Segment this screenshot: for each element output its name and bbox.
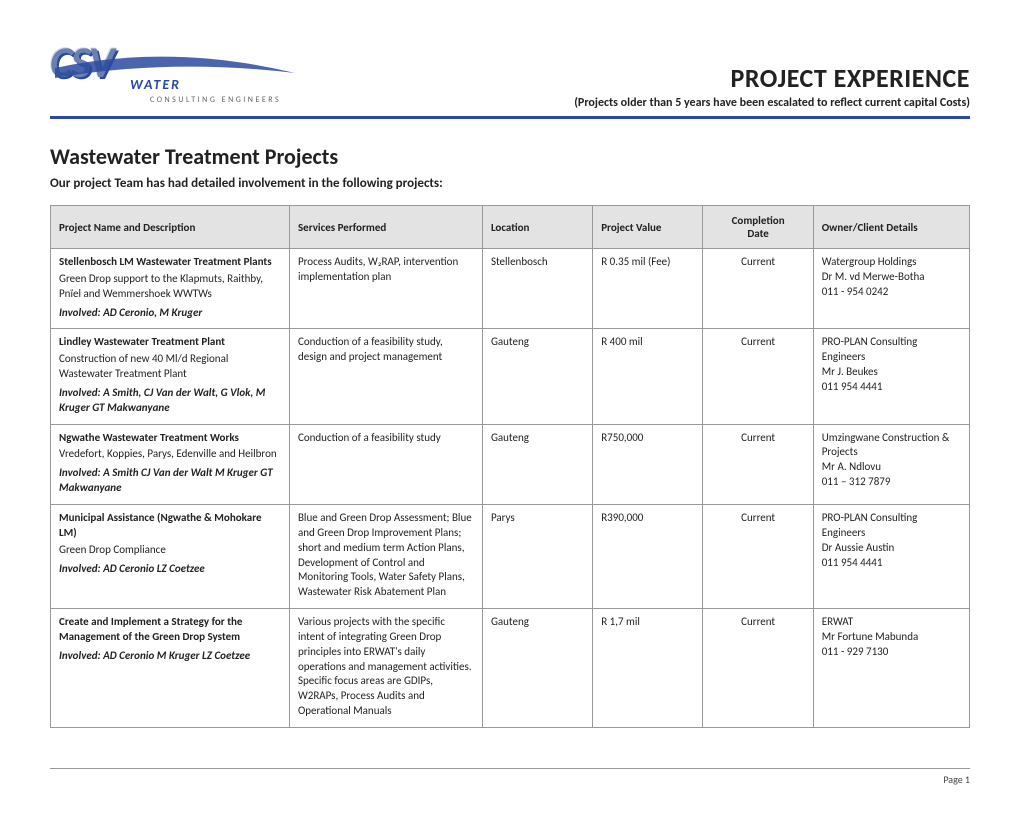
owner-phone: 011 – 312 7879: [822, 475, 961, 490]
col-location: Location: [482, 206, 592, 249]
title-block: PROJECT EXPERIENCE (Projects older than …: [574, 62, 970, 110]
cell-completion: Current: [703, 609, 813, 728]
project-description: Vredefort, Koppies, Parys, Edenville and…: [59, 447, 281, 462]
cell-completion: Current: [703, 424, 813, 504]
page-subtitle: (Projects older than 5 years have been e…: [574, 96, 970, 110]
cell-project: Municipal Assistance (Ngwathe & Mohokare…: [51, 504, 290, 608]
table-row: Ngwathe Wastewater Treatment WorksVredef…: [51, 424, 970, 504]
owner-person: Mr A. Ndlovu: [822, 460, 961, 475]
project-name: Stellenbosch LM Wastewater Treatment Pla…: [59, 255, 281, 270]
project-name: Municipal Assistance (Ngwathe & Mohokare…: [59, 511, 281, 541]
project-name: Lindley Wastewater Treatment Plant: [59, 335, 281, 350]
cell-value: R 0.35 mil (Fee): [593, 249, 703, 329]
owner-phone: 011 954 4441: [822, 556, 961, 571]
col-completion: Completion Date: [703, 206, 813, 249]
cell-project: Lindley Wastewater Treatment Plant Constr…: [51, 329, 290, 424]
cell-owner: PRO-PLAN Consulting EngineersDr Aussie A…: [813, 504, 969, 608]
cell-value: R750,000: [593, 424, 703, 504]
section-title: Wastewater Treatment Projects: [50, 143, 970, 170]
table-row: Lindley Wastewater Treatment Plant Constr…: [51, 329, 970, 424]
cell-value: R390,000: [593, 504, 703, 608]
owner-phone: 011 954 4441: [822, 380, 961, 395]
owner-org: Watergroup Holdings: [822, 255, 961, 270]
col-project: Project Name and Description: [51, 206, 290, 249]
project-name: Create and Implement a Strategy for the …: [59, 615, 281, 645]
col-owner: Owner/Client Details: [813, 206, 969, 249]
cell-completion: Current: [703, 249, 813, 329]
project-description: Green Drop Compliance: [59, 543, 281, 558]
project-involved: Involved: AD Ceronio, M Kruger: [59, 306, 281, 321]
cell-location: Gauteng: [482, 609, 592, 728]
cell-value: R 1,7 mil: [593, 609, 703, 728]
cell-location: Gauteng: [482, 424, 592, 504]
cell-value: R 400 mil: [593, 329, 703, 424]
col-services: Services Performed: [289, 206, 482, 249]
company-logo: CSV WATER CONSULTING ENGINEERS: [50, 40, 290, 110]
owner-org: Umzingwane Construction & Projects: [822, 431, 961, 461]
cell-services: Blue and Green Drop Assessment; Blue and…: [289, 504, 482, 608]
col-completion-l2: Date: [747, 227, 768, 240]
cell-services: Various projects with the specific inten…: [289, 609, 482, 728]
cell-project: Ngwathe Wastewater Treatment WorksVredef…: [51, 424, 290, 504]
project-involved: Involved: AD Ceronio LZ Coetzee: [59, 562, 281, 577]
project-description: Construction of new 40 Ml/d Regional Was…: [59, 352, 281, 382]
col-completion-l1: Completion: [732, 214, 785, 227]
owner-phone: 011 - 929 7130: [822, 645, 961, 660]
cell-completion: Current: [703, 504, 813, 608]
projects-table: Project Name and Description Services Pe…: [50, 205, 970, 728]
cell-owner: Watergroup HoldingsDr M. vd Merwe-Botha0…: [813, 249, 969, 329]
logo-text-tag: CONSULTING ENGINEERS: [150, 95, 290, 105]
cell-owner: PRO-PLAN Consulting EngineersMr J. Beuke…: [813, 329, 969, 424]
document-header: CSV WATER CONSULTING ENGINEERS PROJECT E…: [50, 40, 970, 119]
table-row: Stellenbosch LM Wastewater Treatment Pla…: [51, 249, 970, 329]
page-title: PROJECT EXPERIENCE: [574, 62, 970, 94]
logo-swoosh-icon: [50, 48, 300, 88]
table-row: Create and Implement a Strategy for the …: [51, 609, 970, 728]
cell-location: Parys: [482, 504, 592, 608]
owner-org: ERWAT: [822, 615, 961, 630]
project-involved: Involved: A Smith CJ Van der Walt M Krug…: [59, 466, 281, 496]
project-involved: Involved: A Smith, CJ Van der Walt, G Vl…: [59, 386, 281, 416]
page-footer: Page 1: [50, 768, 970, 786]
table-row: Municipal Assistance (Ngwathe & Mohokare…: [51, 504, 970, 608]
table-header-row: Project Name and Description Services Pe…: [51, 206, 970, 249]
cell-completion: Current: [703, 329, 813, 424]
owner-phone: 011 - 954 0242: [822, 285, 961, 300]
project-name: Ngwathe Wastewater Treatment Works: [59, 431, 281, 446]
owner-person: Dr M. vd Merwe-Botha: [822, 270, 961, 285]
project-description: Green Drop support to the Klapmuts, Rait…: [59, 272, 281, 302]
cell-project: Stellenbosch LM Wastewater Treatment Pla…: [51, 249, 290, 329]
cell-owner: ERWATMr Fortune Mabunda011 - 929 7130: [813, 609, 969, 728]
cell-project: Create and Implement a Strategy for the …: [51, 609, 290, 728]
cell-owner: Umzingwane Construction & ProjectsMr A. …: [813, 424, 969, 504]
owner-org: PRO-PLAN Consulting Engineers: [822, 511, 961, 541]
cell-location: Stellenbosch: [482, 249, 592, 329]
section-subtitle: Our project Team has had detailed involv…: [50, 176, 970, 191]
owner-person: Mr Fortune Mabunda: [822, 630, 961, 645]
project-involved: Involved: AD Ceronio M Kruger LZ Coetzee: [59, 649, 281, 664]
cell-services: Conduction of a feasibility study, desig…: [289, 329, 482, 424]
owner-person: Mr J. Beukes: [822, 365, 961, 380]
col-value: Project Value: [593, 206, 703, 249]
cell-location: Gauteng: [482, 329, 592, 424]
cell-services: Process Audits, W₂RAP, intervention impl…: [289, 249, 482, 329]
cell-services: Conduction of a feasibility study: [289, 424, 482, 504]
owner-org: PRO-PLAN Consulting Engineers: [822, 335, 961, 365]
owner-person: Dr Aussie Austin: [822, 541, 961, 556]
